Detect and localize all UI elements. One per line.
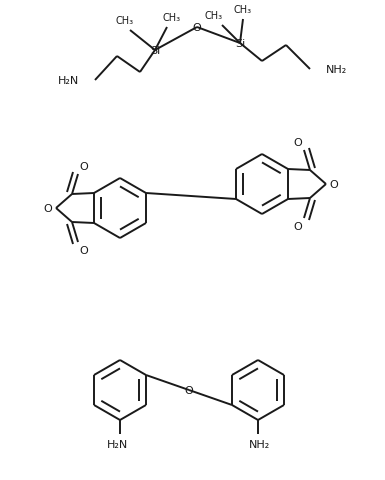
Text: NH₂: NH₂: [326, 65, 347, 75]
Text: O: O: [44, 204, 52, 214]
Text: O: O: [294, 222, 302, 231]
Text: Si: Si: [150, 46, 160, 56]
Text: O: O: [80, 162, 89, 172]
Text: O: O: [330, 180, 338, 190]
Text: H₂N: H₂N: [58, 76, 79, 86]
Text: H₂N: H₂N: [107, 439, 129, 449]
Text: O: O: [294, 138, 302, 148]
Text: O: O: [80, 245, 89, 255]
Text: O: O: [192, 23, 201, 33]
Text: CH₃: CH₃: [116, 16, 134, 26]
Text: NH₂: NH₂: [249, 439, 271, 449]
Text: Si: Si: [235, 39, 245, 49]
Text: CH₃: CH₃: [163, 13, 181, 23]
Text: CH₃: CH₃: [234, 5, 252, 15]
Text: CH₃: CH₃: [205, 11, 223, 21]
Text: O: O: [185, 385, 193, 395]
